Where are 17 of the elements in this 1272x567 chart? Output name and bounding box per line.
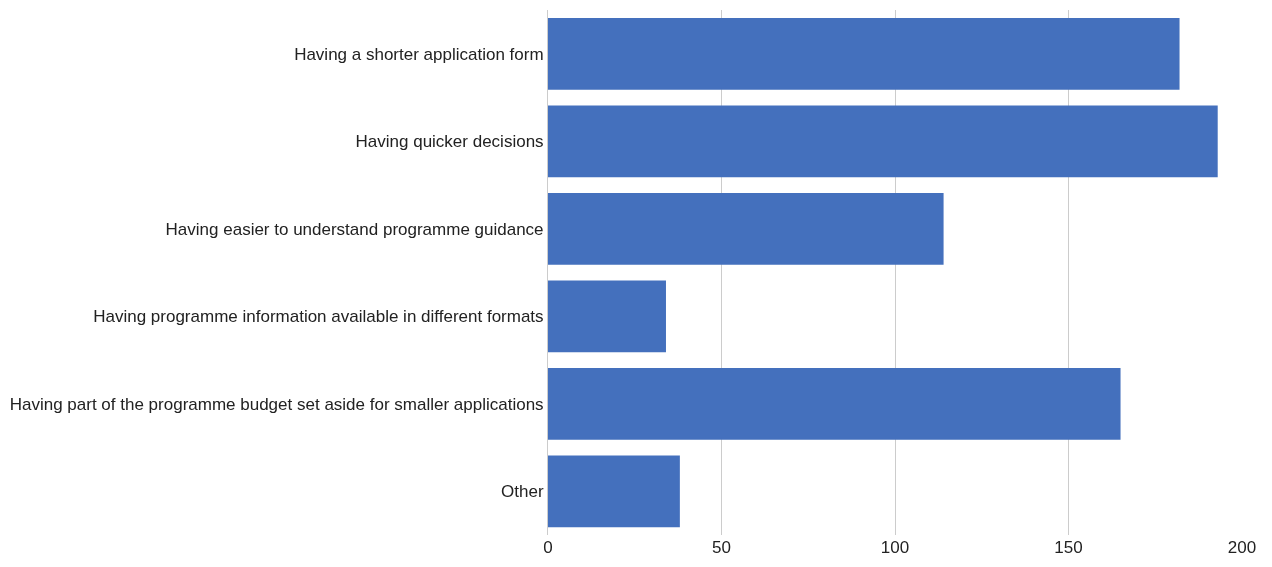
- x-tick-label: 0: [543, 538, 553, 557]
- y-tick-label: Other: [501, 482, 544, 502]
- bar: [548, 367, 1121, 440]
- bar: [548, 17, 1180, 90]
- y-tick-label: Having a shorter application form: [294, 44, 544, 64]
- y-tick-label: Having easier to understand programme guidance: [165, 219, 544, 239]
- x-tick-label: 100: [880, 538, 910, 557]
- y-tick-label: Having part of the programme budget set aside for smaller applications: [9, 394, 544, 414]
- bar: [548, 192, 944, 265]
- y-tick-label: Having quicker decisions: [355, 132, 544, 152]
- bar: [548, 105, 1218, 178]
- bar: [548, 455, 680, 528]
- x-tick-label: 200: [1227, 538, 1257, 557]
- x-tick-label: 50: [712, 538, 731, 557]
- x-tick-label: 150: [1054, 538, 1083, 557]
- y-tick-label: Having programme information available in different formats: [93, 307, 544, 327]
- bar: [548, 280, 666, 353]
